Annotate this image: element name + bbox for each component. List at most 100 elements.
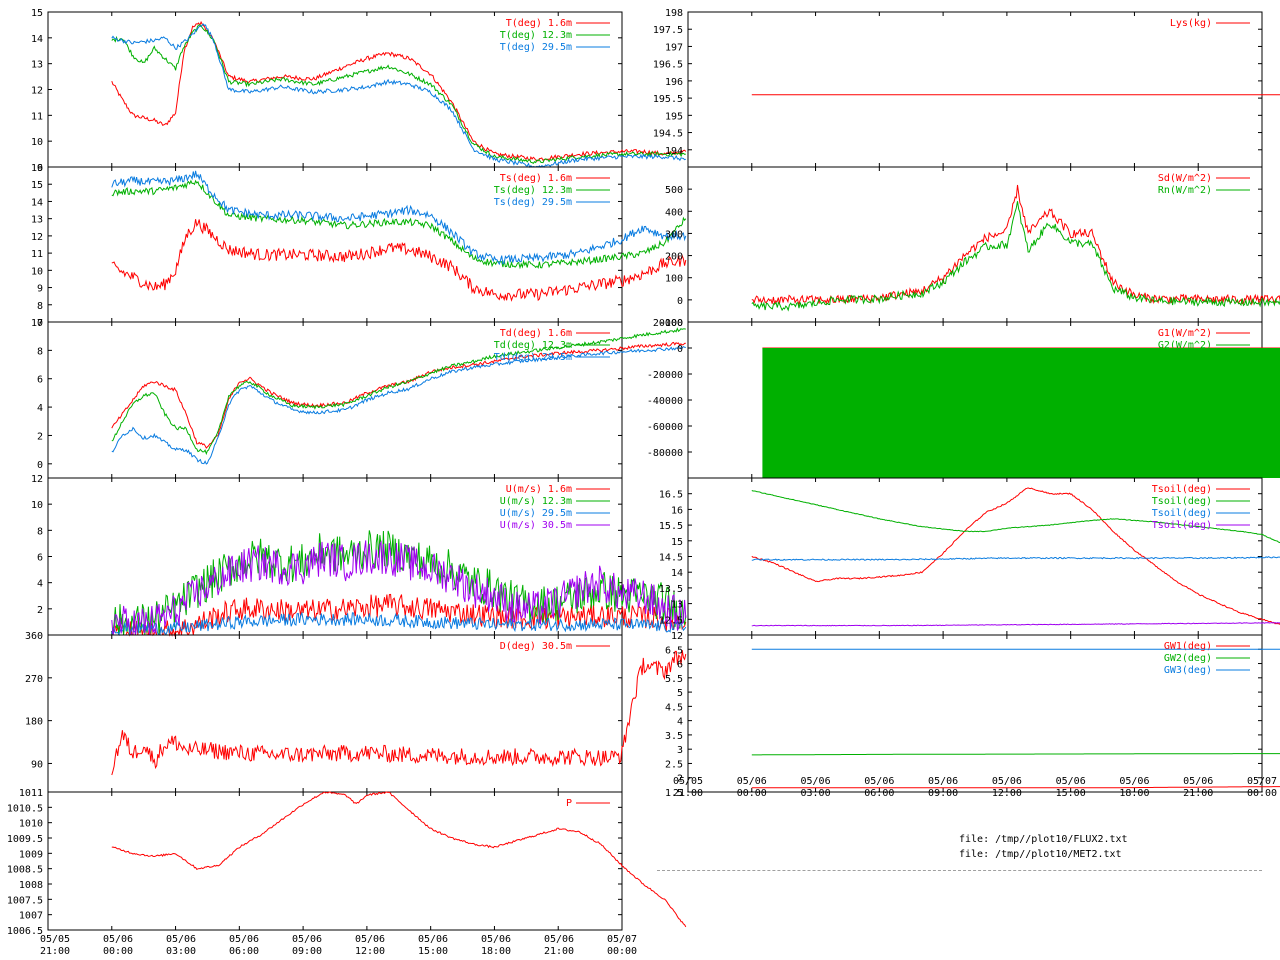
x-tick-label: 18:00 (481, 946, 511, 957)
y-tick-label: 2.5 (665, 759, 683, 770)
y-tick-label: 1007.5 (7, 895, 43, 906)
legend-label: Ts(deg) 1.6m (500, 173, 572, 184)
y-tick-label: 197 (665, 42, 683, 53)
chart-panel-11: 1.5 2 2.5 3 3.5 4 4.5 5 5.5 6 6.5 GW1(deg)GW2(deg)G… (665, 634, 1280, 799)
y-tick-label: 5.5 (665, 674, 683, 685)
y-tick-label: 15 (31, 8, 43, 19)
y-tick-label: 4 (37, 579, 43, 590)
chart-panel-10: 12 12.5 13 13.5 14 14.5 15 15.5 16 16.5 Tsoil(deg)… (659, 477, 1280, 642)
chart-panel-4: 2 4 6 8 10 12 U(m/s) 1.6mU(m/s) 12.3mU(m/s) 29… (31, 474, 687, 637)
chart-panel-1: 9 10 11 12 13 14 15 T(deg) 1.6mT(deg) 12.3mT(de… (31, 8, 687, 174)
y-tick-label: 0 (37, 460, 43, 471)
y-tick-label: 1009 (19, 849, 43, 860)
series-line (111, 611, 687, 637)
legend-label: U(m/s) 30.5m (500, 520, 572, 531)
legend-label: U(m/s) 1.6m (506, 484, 572, 495)
y-tick-label: 10 (31, 137, 43, 148)
y-tick-label: -80000 (647, 448, 683, 459)
y-tick-label: 195 (665, 111, 683, 122)
series-line (751, 184, 1280, 306)
x-tick-label: 00:00 (607, 946, 637, 957)
legend-label: G2(W/m^2) (1158, 340, 1212, 351)
y-tick-label: 500 (665, 185, 683, 196)
x-tick-label: 21:00 (544, 946, 574, 957)
legend-label: Td(deg) 1.6m (500, 328, 572, 339)
chart-panel-5: 90 180 270 360 D(deg) 30.5m (25, 631, 687, 793)
series-line (111, 341, 686, 449)
legend-label: Lys(kg) (1170, 18, 1212, 29)
legend-label: Tsoil(deg) (1152, 484, 1212, 495)
x-tick-label: 21:00 (40, 946, 70, 957)
y-tick-label: 14.5 (659, 553, 683, 564)
x-tick-label: 05/06 (103, 934, 133, 945)
x-tick-label: 00:00 (103, 946, 133, 957)
y-tick-label: 1010 (19, 819, 43, 830)
x-tick-label: 05/06 (737, 776, 767, 787)
series-line (111, 650, 687, 776)
x-tick-label: 21:00 (1183, 788, 1213, 799)
legend-label: Ts(deg) 12.3m (494, 185, 572, 196)
legend-label: Tsoil(deg) (1152, 496, 1212, 507)
legend-label: Td(deg) 12.3m (494, 340, 572, 351)
legend-label: Ts(deg) 29.5m (494, 197, 572, 208)
y-tick-label: -20000 (647, 370, 683, 381)
x-tick-label: 05/06 (1056, 776, 1086, 787)
y-tick-label: 195.5 (653, 94, 683, 105)
y-tick-label: 14 (671, 568, 683, 579)
y-tick-label: 13.5 (659, 584, 683, 595)
legend-label: Tsoil(deg) (1152, 508, 1212, 519)
series-line (751, 622, 1280, 627)
y-tick-label: 0 (677, 296, 683, 307)
y-tick-label: 90 (31, 759, 43, 770)
legend-label: GW3(deg) (1164, 665, 1212, 676)
legend-label: Rn(W/m^2) (1158, 185, 1212, 196)
series-line (111, 327, 686, 456)
divider-line (657, 870, 1262, 871)
legend-label: G1(W/m^2) (1158, 328, 1212, 339)
x-tick-label: 15:00 (1056, 788, 1086, 799)
x-tick-label: 00:00 (737, 788, 767, 799)
y-tick-label: 8 (37, 301, 43, 312)
x-tick-label: 00:00 (1247, 788, 1277, 799)
series-line (111, 593, 687, 637)
legend-label: Td(deg) 29.5m (494, 352, 572, 363)
series-line (751, 490, 1280, 544)
y-tick-label: 4 (677, 717, 683, 728)
x-tick-label: 21:00 (673, 788, 703, 799)
y-tick-label: 0 (677, 344, 683, 355)
y-tick-label: 194.5 (653, 129, 683, 140)
panel-frame (47, 634, 623, 793)
y-tick-label: 100 (665, 274, 683, 285)
y-tick-label: -100 (659, 318, 683, 329)
x-tick-label: 05/06 (1183, 776, 1213, 787)
y-tick-label: 10 (31, 318, 43, 329)
y-tick-label: 15 (671, 537, 683, 548)
y-tick-label: 14 (31, 34, 43, 45)
y-tick-label: 270 (25, 674, 43, 685)
legend-label: Tsoil(deg) (1152, 520, 1212, 531)
x-tick-label: 05/06 (928, 776, 958, 787)
x-tick-label: 05/07 (607, 934, 637, 945)
series-line (111, 345, 686, 465)
y-tick-label: 8 (37, 526, 43, 537)
y-tick-label: 1.5 (665, 788, 683, 799)
y-tick-label: 6 (677, 660, 683, 671)
chart-panel-8: -100 0 100 200 300 400 500 Sd(W/m^2)Rn(W/m^2) (659, 166, 1280, 329)
y-tick-label: 12 (31, 232, 43, 243)
y-tick-label: 10 (31, 266, 43, 277)
x-tick-label: 05/06 (355, 934, 385, 945)
y-tick-label: 1010.5 (7, 803, 43, 814)
y-tick-label: 2 (37, 431, 43, 442)
y-tick-label: 13 (31, 60, 43, 71)
y-tick-label: 400 (665, 207, 683, 218)
y-tick-label: 12 (671, 631, 683, 642)
y-tick-label: -40000 (647, 396, 683, 407)
legend-label: GW1(deg) (1164, 641, 1212, 652)
series-line (751, 753, 1280, 756)
y-tick-label: 8 (37, 346, 43, 357)
chart-panel-9: -80000 -60000 -40000 -20000 0 20000 G1(W/m^2)G… (647, 318, 1280, 479)
y-tick-label: 196.5 (653, 60, 683, 71)
y-tick-label: 15.5 (659, 521, 683, 532)
y-tick-label: 1008 (19, 880, 43, 891)
